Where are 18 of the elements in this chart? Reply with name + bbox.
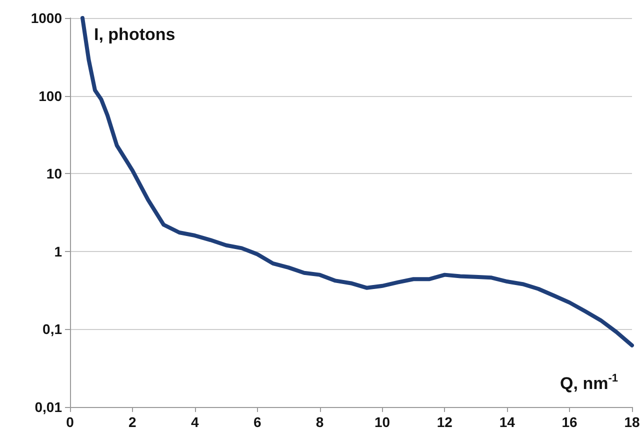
y-tick-label: 1000 [30,10,62,26]
x-tick-label: 8 [316,414,324,430]
y-tick-label: 100 [38,88,62,104]
line-series [80,16,634,348]
y-tick-label: 10 [46,166,62,182]
x-tick-label: 14 [499,414,516,430]
x-tick-label: 16 [562,414,578,430]
y-tick-label: 1 [54,243,62,260]
x-tick-label: 0 [66,414,74,430]
x-tick-label: 10 [374,414,390,430]
y-axis-title: I, photons [94,25,176,44]
x-tick-label: 12 [436,414,453,430]
y-tick-label: 0,1 [42,321,62,338]
x-tick-label: 6 [253,414,262,430]
y-tick-label: 0,01 [34,399,62,415]
x-tick-label: 2 [128,414,137,430]
x-tick-label: 4 [190,414,199,430]
x-tick-label: 18 [624,414,640,430]
